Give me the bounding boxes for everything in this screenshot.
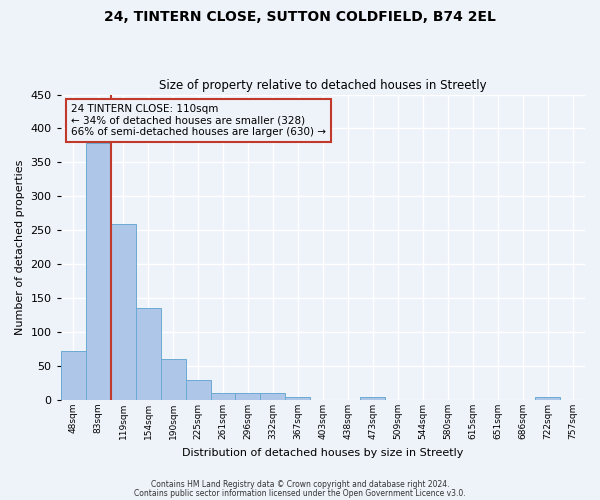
Title: Size of property relative to detached houses in Streetly: Size of property relative to detached ho… <box>159 79 487 92</box>
X-axis label: Distribution of detached houses by size in Streetly: Distribution of detached houses by size … <box>182 448 464 458</box>
Bar <box>86 144 110 400</box>
Text: Contains HM Land Registry data © Crown copyright and database right 2024.: Contains HM Land Registry data © Crown c… <box>151 480 449 489</box>
Bar <box>185 380 211 400</box>
Text: 24, TINTERN CLOSE, SUTTON COLDFIELD, B74 2EL: 24, TINTERN CLOSE, SUTTON COLDFIELD, B74… <box>104 10 496 24</box>
Bar <box>535 398 560 400</box>
Bar <box>260 393 286 400</box>
Text: 24 TINTERN CLOSE: 110sqm
← 34% of detached houses are smaller (328)
66% of semi-: 24 TINTERN CLOSE: 110sqm ← 34% of detach… <box>71 104 326 137</box>
Bar <box>361 398 385 400</box>
Bar <box>211 393 235 400</box>
Bar <box>161 360 185 400</box>
Bar <box>235 393 260 400</box>
Bar <box>286 396 310 400</box>
Y-axis label: Number of detached properties: Number of detached properties <box>15 160 25 335</box>
Bar <box>136 308 161 400</box>
Bar <box>61 351 86 400</box>
Text: Contains public sector information licensed under the Open Government Licence v3: Contains public sector information licen… <box>134 488 466 498</box>
Bar <box>110 224 136 400</box>
